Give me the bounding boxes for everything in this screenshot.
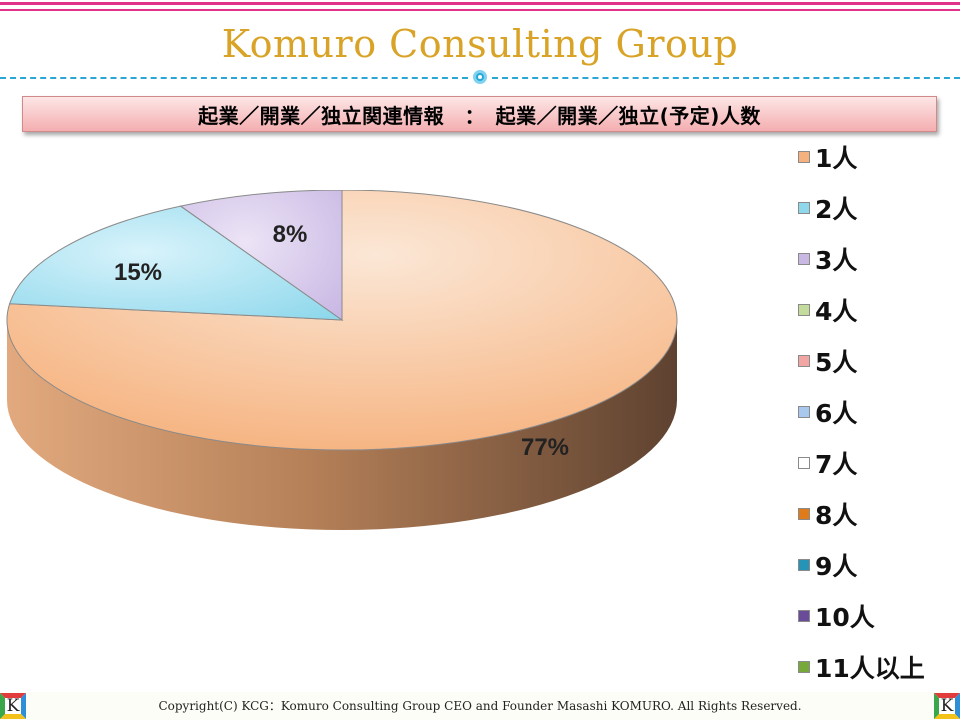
top-rule-line-2 xyxy=(0,9,960,11)
pie-data-label-0: 77% xyxy=(521,434,569,461)
pie-slice-2 xyxy=(179,190,343,321)
pie-side-0 xyxy=(7,320,677,530)
legend-label-2: 3人 xyxy=(815,246,858,275)
slide-banner: 起業／開業／独立関連情報 ： 起業／開業／独立(予定)人数 xyxy=(22,96,937,132)
kcg-logo-left-letter: K xyxy=(6,696,20,716)
legend-label-6: 7人 xyxy=(815,450,858,479)
legend-label-5: 6人 xyxy=(815,399,858,428)
legend-label-10: 11人以上 xyxy=(815,654,925,683)
pie-slice-1 xyxy=(8,205,344,321)
brand-title: Komuro Consulting Group xyxy=(221,22,739,66)
top-rule xyxy=(0,0,960,14)
legend-item-4: 5人 xyxy=(798,346,858,377)
divider-right xyxy=(492,77,960,79)
legend-label-8: 9人 xyxy=(815,552,858,581)
legend-swatch-7 xyxy=(798,508,810,520)
legend-label-4: 5人 xyxy=(815,348,858,377)
top-rule-line-1 xyxy=(0,2,960,5)
banner-title: 起業／開業／独立関連情報 ： 起業／開業／独立(予定)人数 xyxy=(198,103,761,128)
kcg-logo-right: K xyxy=(934,693,960,719)
legend-item-9: 10人 xyxy=(798,601,875,632)
legend-label-3: 4人 xyxy=(815,297,858,326)
legend-swatch-9 xyxy=(798,610,810,622)
legend-label-1: 2人 xyxy=(815,195,858,224)
legend-item-6: 7人 xyxy=(798,448,858,479)
legend-item-10: 11人以上 xyxy=(798,652,925,683)
legend-swatch-8 xyxy=(798,559,810,571)
legend-swatch-4 xyxy=(798,355,810,367)
legend-swatch-0 xyxy=(798,151,810,163)
footer: Copyright(C) KCG：Komuro Consulting Group… xyxy=(0,692,960,720)
legend-item-7: 8人 xyxy=(798,499,858,530)
legend-item-8: 9人 xyxy=(798,550,858,581)
legend-swatch-6 xyxy=(798,457,810,469)
legend-label-7: 8人 xyxy=(815,501,858,530)
divider-left xyxy=(0,77,468,79)
pie-data-label-1: 15% xyxy=(114,259,162,286)
legend-swatch-2 xyxy=(798,253,810,265)
pie-slice-0 xyxy=(6,190,678,451)
circle-dot-icon xyxy=(473,70,487,84)
legend-swatch-5 xyxy=(798,406,810,418)
kcg-logo-left: K xyxy=(0,693,26,719)
legend-swatch-3 xyxy=(798,304,810,316)
legend-item-0: 1人 xyxy=(798,142,858,173)
legend-swatch-1 xyxy=(798,202,810,214)
pie-chart: 77% 15% 8% xyxy=(6,190,678,530)
pie-data-label-2: 8% xyxy=(273,221,308,248)
legend-item-2: 3人 xyxy=(798,244,858,275)
kcg-logo-right-letter: K xyxy=(940,696,954,716)
copyright-text: Copyright(C) KCG：Komuro Consulting Group… xyxy=(158,699,802,713)
legend-label-0: 1人 xyxy=(815,144,858,173)
legend-item-1: 2人 xyxy=(798,193,858,224)
legend-swatch-10 xyxy=(798,661,810,673)
legend-item-3: 4人 xyxy=(798,295,858,326)
legend-label-9: 10人 xyxy=(815,603,875,632)
legend-item-5: 6人 xyxy=(798,397,858,428)
